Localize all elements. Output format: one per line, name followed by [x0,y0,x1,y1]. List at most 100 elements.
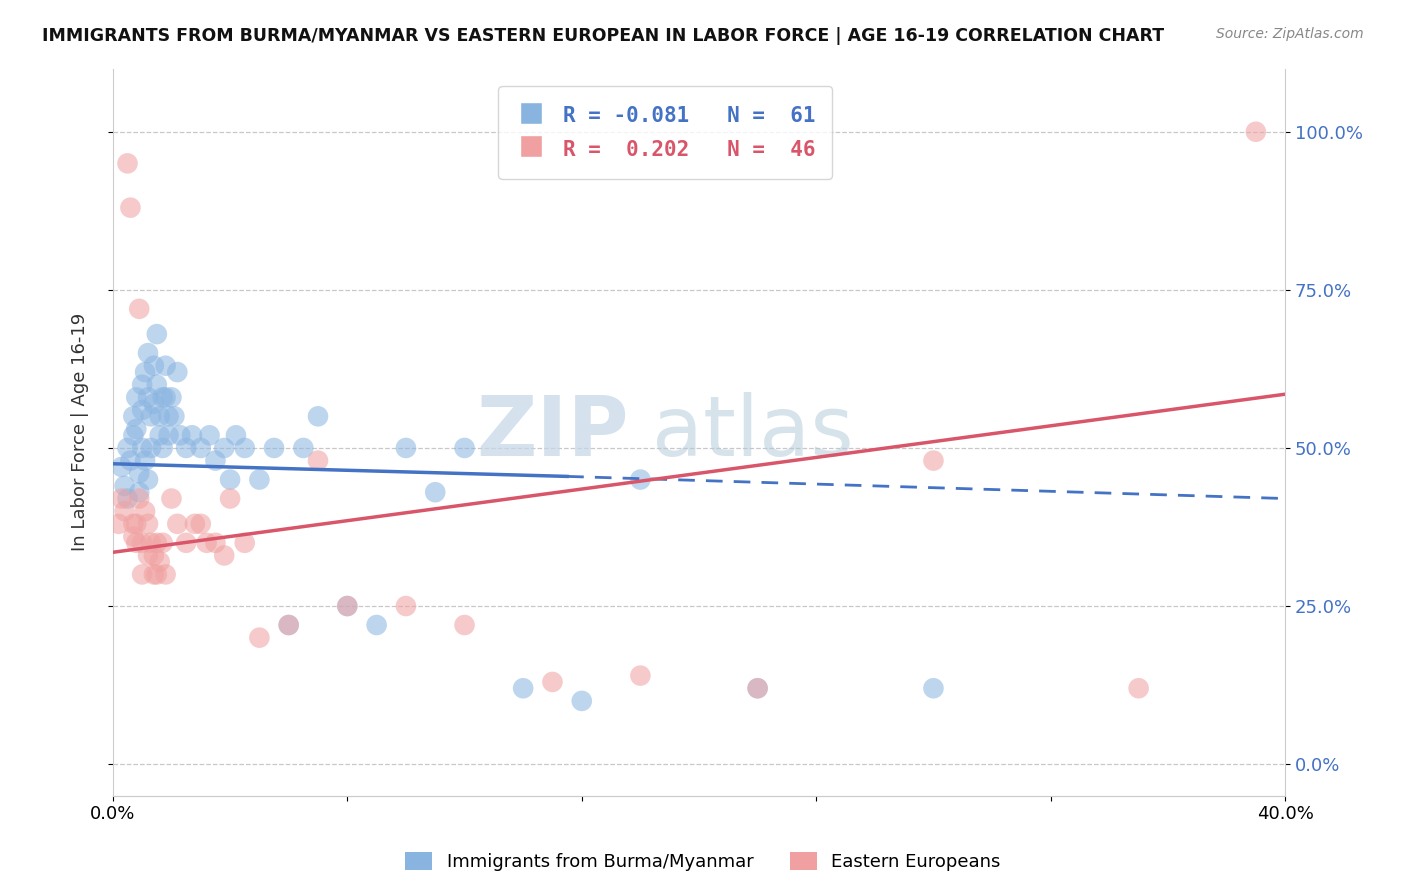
Point [125,536,148,550]
Point [247,631,270,645]
Point [122,516,145,531]
Point [174,441,197,455]
Legend: R = -0.081   N =  61, R =  0.202   N =  46: R = -0.081 N = 61, R = 0.202 N = 46 [498,87,832,178]
Point [128,301,150,316]
Point [146,327,169,342]
Point [225,428,247,442]
Point [149,409,172,424]
Point [155,567,177,582]
Y-axis label: In Labor Force | Age 16-19: In Labor Force | Age 16-19 [72,313,89,551]
Point [166,365,188,379]
Point [169,428,191,442]
Point [149,428,172,442]
Point [125,390,148,404]
Point [277,618,299,632]
Point [149,555,172,569]
Point [107,516,129,531]
Point [212,549,235,563]
Point [160,390,183,404]
Point [219,473,242,487]
Point [512,681,534,696]
Point [277,618,299,632]
Point [195,536,218,550]
Point [128,485,150,500]
Point [125,422,148,436]
Point [233,441,256,455]
Point [366,618,388,632]
Point [157,428,180,442]
Point [160,491,183,506]
Point [117,491,139,506]
Point [139,409,162,424]
Point [142,549,165,563]
Point [307,453,329,467]
Point [204,536,226,550]
Point [142,567,165,582]
Point [146,536,169,550]
Point [134,453,156,467]
Point [307,409,329,424]
Point [142,359,165,373]
Point [219,491,242,506]
Point [1244,125,1267,139]
Point [336,599,359,613]
Point [131,441,153,455]
Point [628,668,651,682]
Point [131,403,153,417]
Text: ZIP: ZIP [477,392,628,473]
Point [120,201,142,215]
Point [190,516,212,531]
Point [128,467,150,481]
Point [425,485,447,500]
Point [922,453,945,467]
Point [142,397,165,411]
Point [922,681,945,696]
Point [136,549,159,563]
Point [181,428,204,442]
Point [628,473,651,487]
Point [395,599,418,613]
Point [122,428,145,442]
Point [152,390,174,404]
Point [114,479,136,493]
Point [453,441,475,455]
Point [190,441,212,455]
Point [233,536,256,550]
Point [111,491,134,506]
Point [136,346,159,360]
Point [134,365,156,379]
Point [1128,681,1150,696]
Point [111,459,134,474]
Point [117,441,139,455]
Point [128,491,150,506]
Point [263,441,285,455]
Point [136,473,159,487]
Point [247,473,270,487]
Point [122,409,145,424]
Point [114,504,136,518]
Point [155,390,177,404]
Text: IMMIGRANTS FROM BURMA/MYANMAR VS EASTERN EUROPEAN IN LABOR FORCE | AGE 16-19 COR: IMMIGRANTS FROM BURMA/MYANMAR VS EASTERN… [42,27,1164,45]
Point [120,453,142,467]
Point [198,428,221,442]
Point [747,681,769,696]
Point [134,504,156,518]
Point [174,536,197,550]
Point [747,681,769,696]
Point [292,441,315,455]
Point [117,156,139,170]
Point [155,359,177,373]
Point [146,377,169,392]
Point [136,390,159,404]
Point [163,409,186,424]
Point [212,441,235,455]
Point [139,441,162,455]
Point [131,567,153,582]
Point [136,516,159,531]
Point [152,536,174,550]
Point [131,377,153,392]
Point [131,536,153,550]
Point [139,536,162,550]
Point [541,674,564,689]
Point [395,441,418,455]
